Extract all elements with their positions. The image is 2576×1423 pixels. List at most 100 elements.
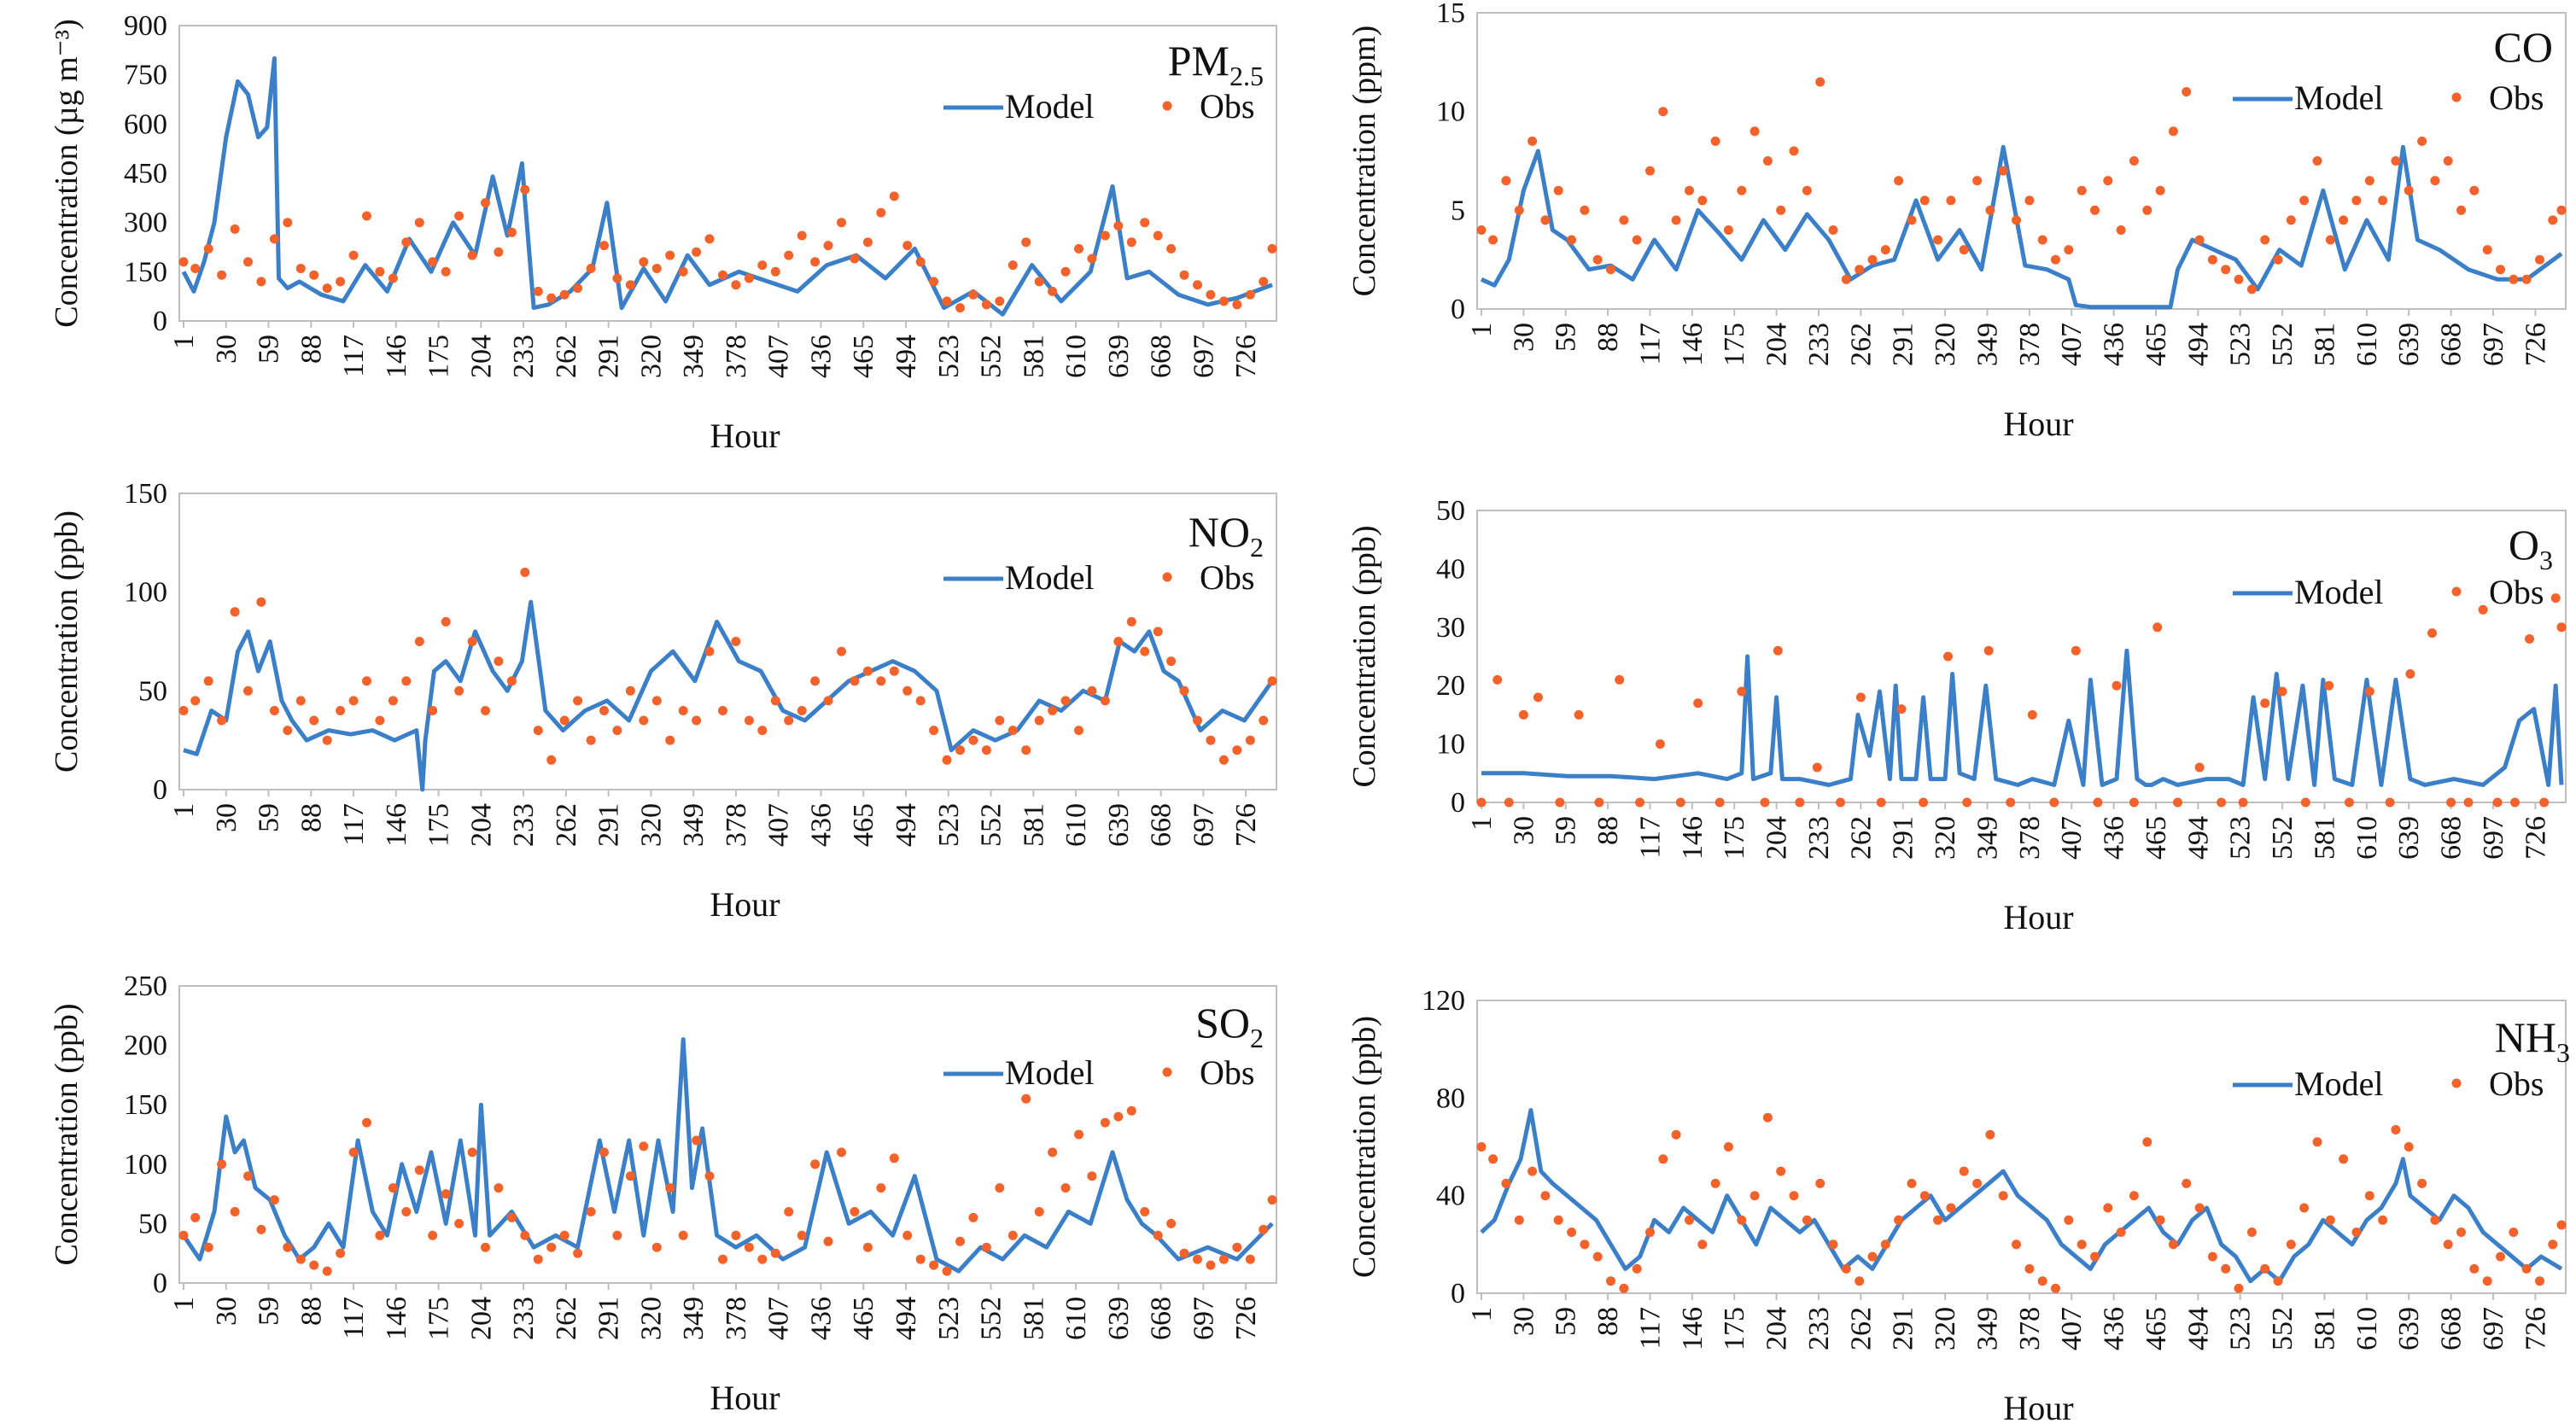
- obs-data-point: [2312, 156, 2322, 166]
- obs-data-point: [1476, 225, 1487, 235]
- obs-data-point: [2037, 235, 2047, 245]
- panel-title: PM2.5: [1168, 37, 1264, 91]
- obs-data-point: [269, 1195, 279, 1205]
- obs-data-point: [599, 1147, 609, 1158]
- obs-data-point: [1880, 1239, 1890, 1250]
- obs-data-point: [2430, 176, 2440, 186]
- obs-data-point: [2129, 156, 2139, 166]
- obs-data-point: [2077, 1239, 2087, 1250]
- obs-data-point: [1776, 1166, 1786, 1176]
- obs-data-point: [2194, 762, 2205, 773]
- obs-data-point: [1592, 254, 1603, 265]
- obs-data-point: [1812, 762, 1822, 773]
- obs-data-point: [1760, 797, 1770, 808]
- obs-data-point: [467, 637, 477, 646]
- obs-data-point: [573, 1248, 583, 1258]
- obs-data-point: [718, 1254, 727, 1264]
- obs-data-point: [731, 280, 741, 290]
- obs-data-point: [533, 726, 543, 736]
- obs-data-point: [1140, 1207, 1150, 1216]
- obs-data-point: [1087, 685, 1097, 696]
- obs-data-point: [942, 296, 952, 306]
- obs-data-point: [243, 1171, 253, 1181]
- obs-data-point: [1972, 1178, 1983, 1188]
- y-axis-label: Concentration (µg m⁻³): [49, 19, 85, 327]
- obs-data-point: [889, 666, 899, 676]
- x-tick-label: 726: [2520, 816, 2551, 860]
- obs-data-point: [1632, 235, 1642, 245]
- obs-data-point: [1087, 254, 1097, 264]
- obs-data-point: [1919, 195, 1930, 206]
- obs-data-point: [414, 637, 424, 646]
- x-tick-label: 88: [295, 803, 327, 832]
- obs-data-point: [1762, 156, 1773, 166]
- x-tick-label: 639: [2393, 816, 2425, 860]
- obs-data-point: [1567, 1228, 1577, 1237]
- obs-data-point: [2469, 1263, 2480, 1274]
- obs-data-point: [203, 243, 213, 254]
- obs-data-point: [1034, 277, 1044, 287]
- obs-data-point: [2364, 686, 2374, 697]
- legend-model-label: Model: [1005, 1053, 1094, 1092]
- obs-data-point: [256, 1224, 266, 1234]
- obs-data-point: [1259, 277, 1269, 287]
- obs-data-point: [520, 184, 530, 195]
- x-tick-label: 117: [1634, 1307, 1666, 1350]
- obs-data-point: [1685, 1215, 1694, 1225]
- obs-data-point: [2024, 1263, 2035, 1274]
- obs-data-point: [1008, 726, 1018, 736]
- x-tick-label: 465: [2141, 816, 2172, 860]
- x-tick-label: 697: [1188, 803, 1219, 847]
- x-tick-label: 436: [2099, 323, 2130, 366]
- panel-title: NO2: [1189, 508, 1264, 563]
- obs-data-point: [1048, 706, 1058, 715]
- x-tick-label: 88: [1592, 323, 1624, 352]
- obs-data-point: [481, 198, 490, 208]
- x-tick-label: 465: [848, 1297, 879, 1340]
- obs-data-point: [2182, 87, 2192, 96]
- obs-data-point: [1789, 1191, 1799, 1201]
- x-tick-label: 552: [2267, 1307, 2299, 1350]
- obs-data-point: [1606, 1276, 1615, 1286]
- obs-data-point: [203, 676, 213, 686]
- obs-data-point: [1126, 237, 1136, 248]
- obs-data-point: [718, 270, 727, 280]
- x-tick-label: 378: [2014, 816, 2046, 860]
- obs-data-point: [1896, 704, 1907, 714]
- y-tick-label: 40: [1436, 553, 1465, 585]
- obs-data-point: [1166, 243, 1177, 254]
- obs-data-point: [823, 1236, 833, 1246]
- obs-data-point: [837, 646, 846, 656]
- obs-data-point: [1658, 1154, 1668, 1164]
- x-tick-label: 581: [2309, 323, 2340, 366]
- x-tick-label: 697: [2478, 1307, 2509, 1350]
- obs-data-point: [336, 1248, 346, 1258]
- obs-data-point: [1218, 755, 1229, 765]
- obs-data-point: [1645, 166, 1655, 176]
- x-tick-label: 726: [1230, 335, 1262, 378]
- obs-data-point: [2509, 274, 2519, 284]
- obs-data-point: [1540, 215, 1551, 225]
- x-tick-label: 436: [805, 1297, 837, 1340]
- x-tick-label: 523: [933, 335, 965, 378]
- x-tick-label: 59: [254, 803, 285, 832]
- obs-data-point: [454, 685, 464, 696]
- obs-data-point: [2404, 185, 2414, 195]
- obs-data-point: [203, 1242, 213, 1252]
- obs-data-point: [1218, 1254, 1229, 1264]
- obs-data-point: [915, 696, 926, 706]
- x-tick-label: 639: [1103, 803, 1135, 847]
- x-tick-label: 552: [976, 803, 1008, 847]
- obs-data-point: [559, 289, 570, 300]
- obs-data-point: [2556, 1220, 2567, 1230]
- obs-data-point: [520, 1230, 530, 1240]
- obs-data-point: [520, 568, 530, 577]
- x-tick-label: 523: [2225, 323, 2257, 366]
- obs-data-point: [625, 1171, 635, 1181]
- obs-data-point: [1553, 185, 1563, 195]
- obs-data-point: [1034, 715, 1044, 726]
- x-tick-label: 175: [423, 335, 455, 378]
- x-tick-label: 668: [1146, 335, 1177, 378]
- obs-data-point: [810, 257, 821, 267]
- y-axis-label: Concentration (ppb): [1346, 1016, 1382, 1278]
